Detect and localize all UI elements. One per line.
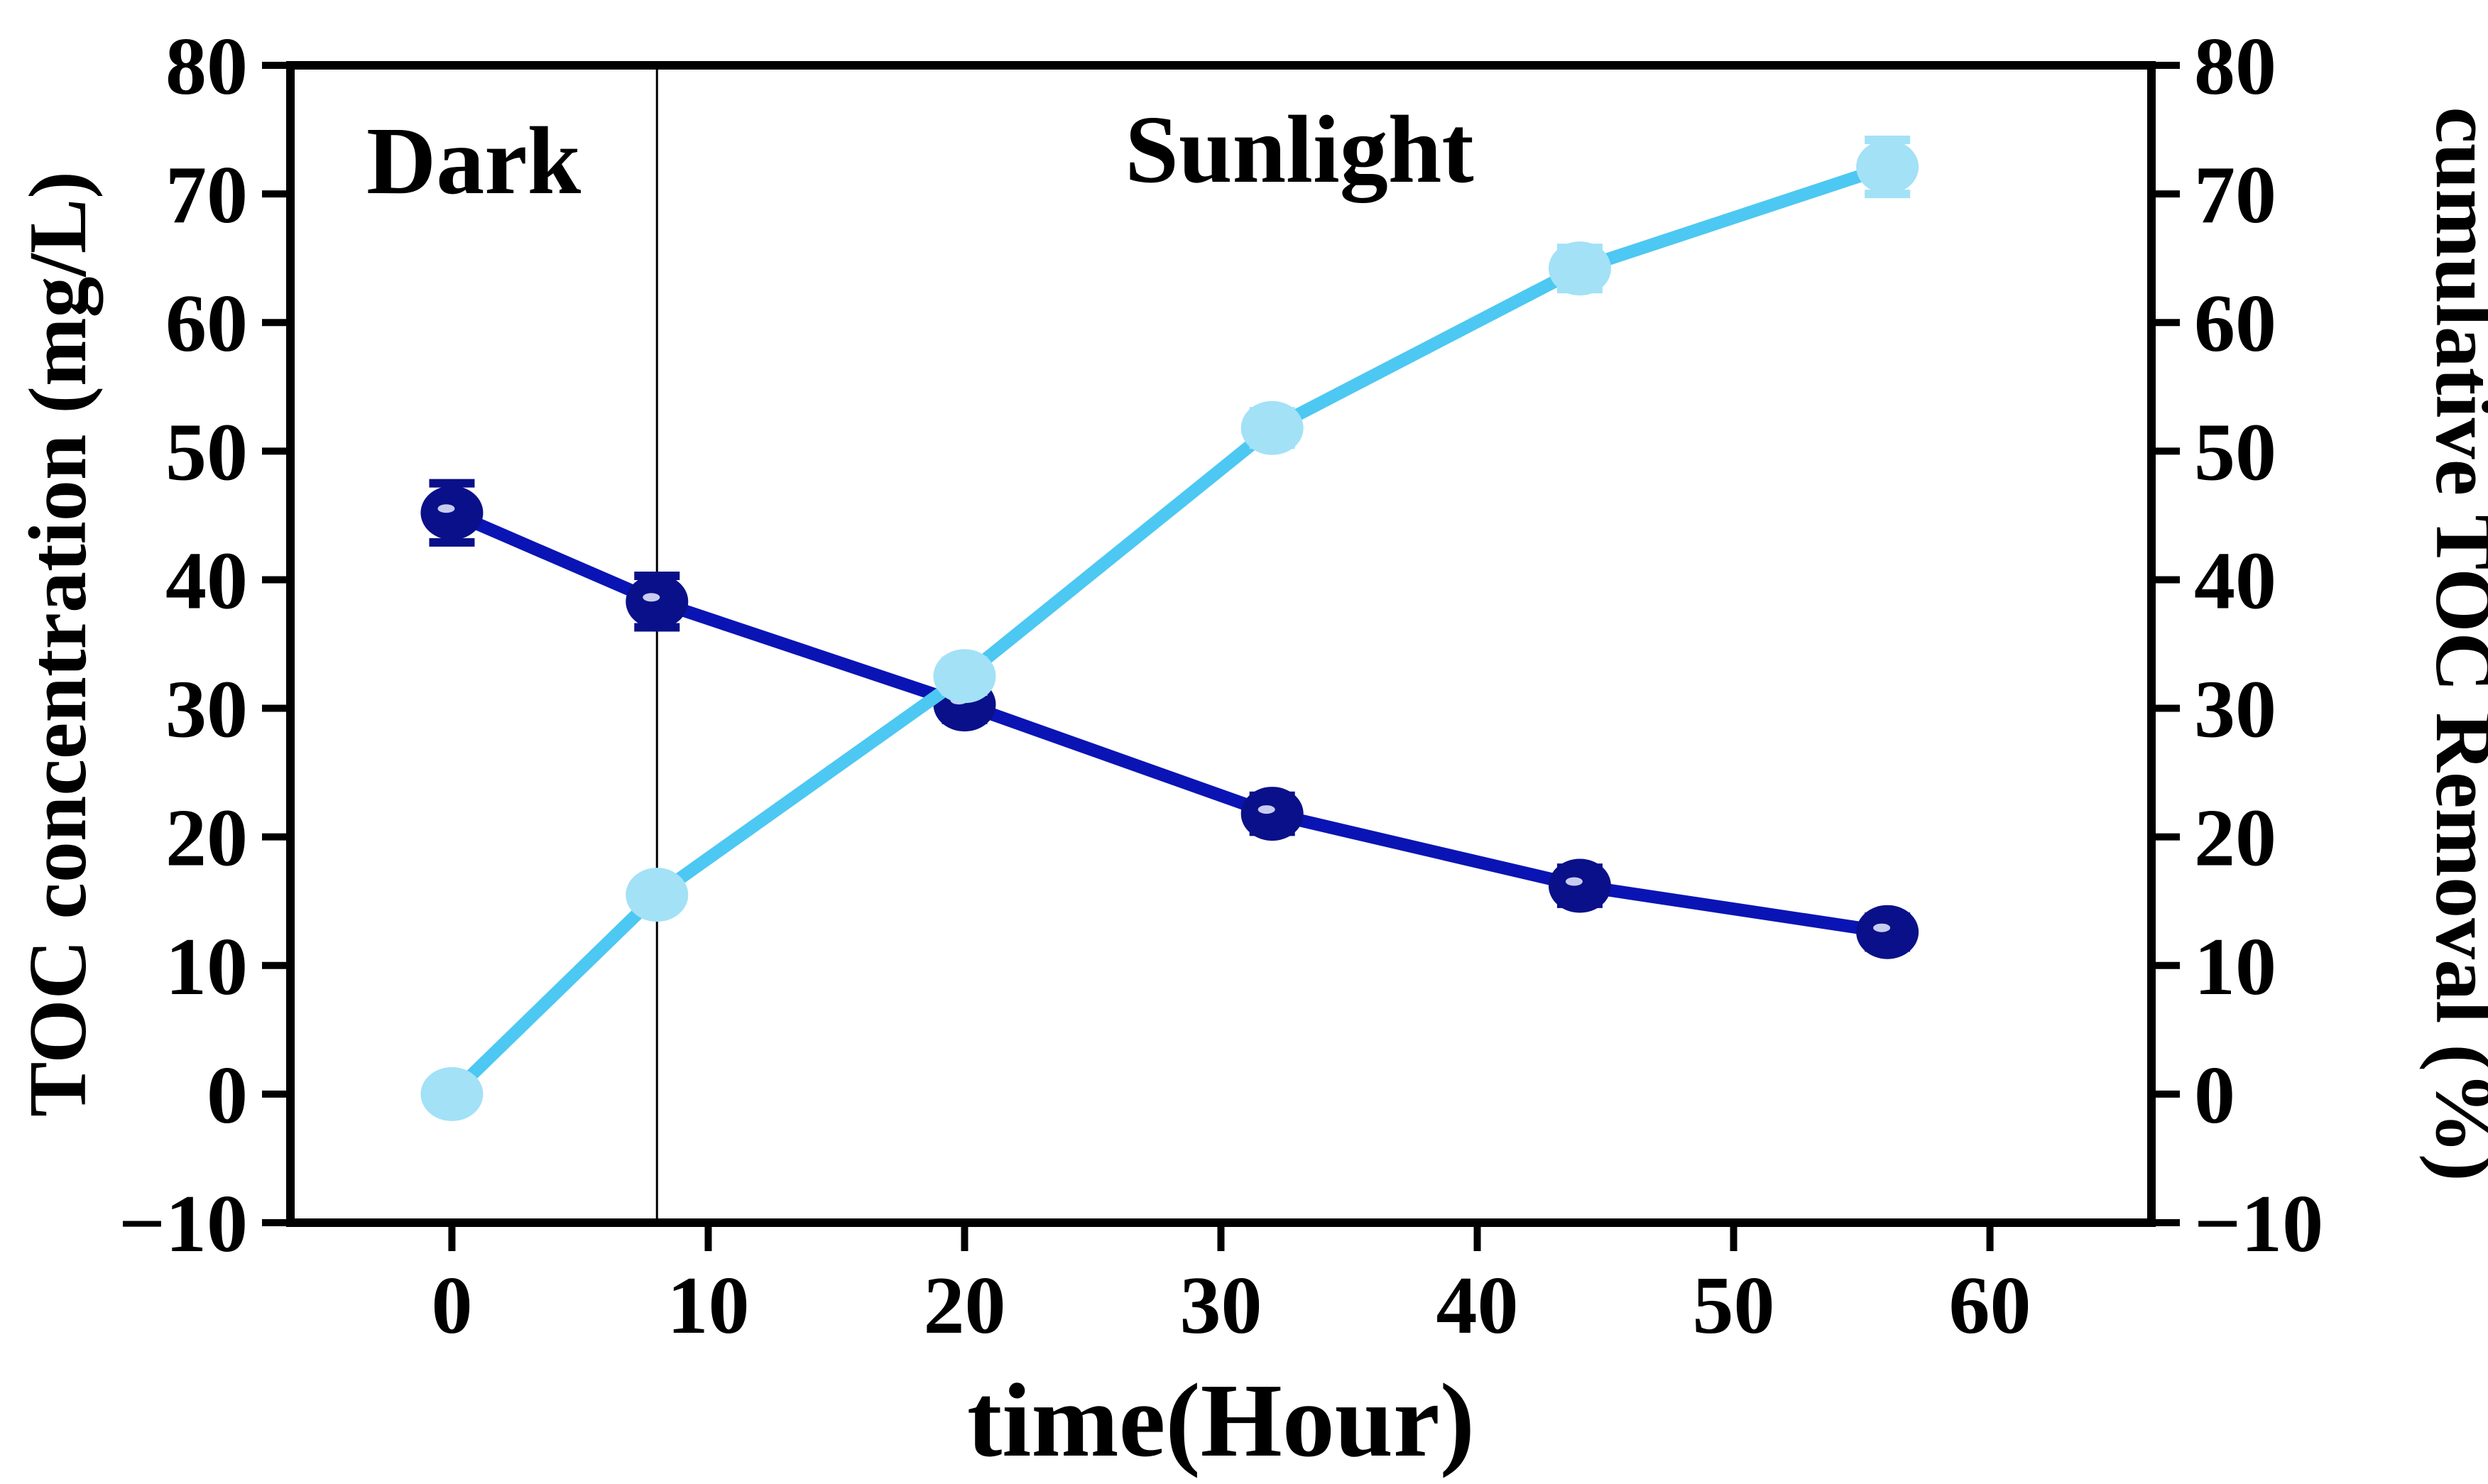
data-point-right xyxy=(1548,241,1611,296)
marker-highlight xyxy=(437,504,455,513)
left-y-tick-label: 20 xyxy=(165,793,248,884)
right-y-tick-label: 0 xyxy=(2194,1050,2235,1141)
right-y-tick-label: 70 xyxy=(2194,150,2276,241)
left-y-tick-label: 30 xyxy=(165,665,248,755)
left-y-tick-label: 0 xyxy=(207,1050,248,1141)
data-point-left xyxy=(1548,858,1611,913)
left-y-tick-label: 80 xyxy=(165,21,248,112)
series-line-left xyxy=(445,506,1894,939)
right-y-tick-label: 80 xyxy=(2194,21,2276,112)
data-point-right xyxy=(933,649,996,704)
data-point-right xyxy=(1240,400,1304,455)
plot-border xyxy=(286,61,2156,1227)
data-point-left xyxy=(1240,787,1304,841)
x-tick-label: 60 xyxy=(1949,1260,2031,1351)
left-y-tick-label: −10 xyxy=(119,1179,248,1270)
left-y-tick-label: 10 xyxy=(165,922,248,1013)
x-tick-label: 40 xyxy=(1436,1260,1519,1351)
marker-highlight xyxy=(1565,877,1583,886)
right-y-tick-label: −10 xyxy=(2194,1179,2323,1270)
x-tick-label: 10 xyxy=(667,1260,749,1351)
dark-region-label: Dark xyxy=(366,108,582,214)
plot-area xyxy=(286,61,2156,1227)
right-y-tick-label: 60 xyxy=(2194,278,2276,369)
data-point-left xyxy=(420,486,484,540)
series-line-right xyxy=(445,160,1894,1101)
left-y-axis-label: TOC concentration (mg/L) xyxy=(13,171,104,1117)
data-point-right xyxy=(1856,140,1919,195)
left-y-tick-label: 60 xyxy=(165,278,248,369)
x-tick-label: 30 xyxy=(1180,1260,1262,1351)
data-point-left xyxy=(626,574,689,629)
data-point-right xyxy=(626,868,689,922)
left-y-tick-label: 40 xyxy=(165,535,248,626)
right-y-tick-label: 50 xyxy=(2194,407,2276,498)
right-y-tick-label: 10 xyxy=(2194,922,2276,1013)
series-layer xyxy=(420,136,1919,1121)
marker-highlight xyxy=(643,593,660,602)
sunlight-region-label: Sunlight xyxy=(1125,97,1473,203)
left-y-tick-label: 70 xyxy=(165,150,248,241)
right-y-tick-label: 40 xyxy=(2194,535,2276,626)
x-tick-label: 50 xyxy=(1693,1260,1775,1351)
marker-highlight xyxy=(1257,805,1275,814)
tick-layer: −10 −10 0 0 10 10 20 20 30 30 40 40 50 50 60 60 70 70 80 80… xyxy=(119,21,2323,1351)
x-tick-label: 0 xyxy=(431,1260,472,1351)
data-point-left xyxy=(1856,905,1919,959)
data-point-right xyxy=(420,1066,484,1121)
right-y-axis-label: cumulative TOC Removal (%) xyxy=(2418,107,2488,1181)
x-axis-label: time(Hour) xyxy=(967,1363,1475,1479)
left-y-tick-label: 50 xyxy=(165,407,248,498)
marker-highlight xyxy=(1873,923,1891,932)
right-y-tick-label: 20 xyxy=(2194,793,2276,884)
x-tick-label: 20 xyxy=(923,1260,1005,1351)
right-y-tick-label: 30 xyxy=(2194,665,2276,755)
